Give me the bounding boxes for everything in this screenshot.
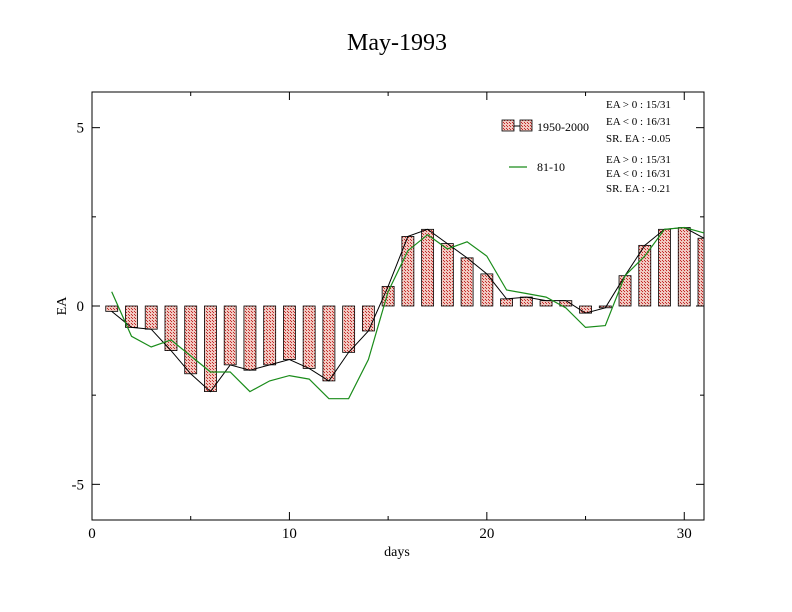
stat-81-10-sr: SR. EA : -0.21: [606, 183, 670, 195]
x-tick-label-0: 0: [88, 526, 96, 542]
bar-day-17: [421, 228, 435, 307]
legend-swatch-1950-2000-b: [519, 119, 533, 132]
x-tick-label-30: 30: [677, 526, 692, 542]
bar-day-7: [223, 305, 237, 366]
bar-day-23: [539, 300, 553, 307]
legend-swatch-1950-2000: [501, 119, 515, 132]
bar-day-11: [302, 305, 316, 369]
bar-day-14: [361, 305, 375, 332]
stat-1950-2000-positive: EA > 0 : 15/31: [606, 99, 671, 111]
bar-day-12: [322, 305, 336, 382]
stat-81-10-positive: EA > 0 : 15/31: [606, 154, 671, 166]
bar-day-21: [500, 298, 513, 307]
bar-day-30: [677, 227, 691, 307]
chart-title: May-1993: [347, 30, 447, 56]
bar-day-13: [342, 305, 356, 353]
x-tick-label-20: 20: [479, 526, 494, 542]
bar-day-3: [144, 305, 158, 330]
bar-day-1: [105, 305, 119, 312]
bar-day-10: [283, 305, 296, 360]
bar-day-8: [243, 305, 257, 371]
line-series-group: [111, 226, 705, 400]
bar-day-6: [204, 305, 217, 392]
axis-ticks: 0 10 20 30 -5 0 5: [72, 92, 704, 542]
x-tick-label-10: 10: [282, 526, 297, 542]
y-axis-label: EA: [55, 296, 70, 316]
bar-day-29: [658, 228, 671, 307]
y-tick-label-5: 5: [77, 121, 85, 137]
bar-day-5: [184, 305, 198, 375]
legend-label-1950-2000: 1950-2000: [537, 120, 589, 134]
legend-label-81-10: 81-10: [537, 160, 565, 174]
bar-day-18: [440, 243, 454, 307]
stat-1950-2000-sr: SR. EA : -0.05: [606, 133, 671, 145]
legend: 1950-2000 81-10 EA > 0 : 15/31 EA < 0 : …: [501, 99, 671, 195]
line-81-10: [111, 226, 705, 400]
stat-81-10-negative: EA < 0 : 16/31: [606, 168, 671, 180]
bar-day-9: [263, 305, 277, 366]
bar-day-31: [697, 237, 705, 307]
line-1950-2000: [111, 226, 705, 393]
y-tick-label-0: 0: [77, 299, 85, 315]
x-axis-label: days: [384, 545, 410, 560]
stat-1950-2000-negative: EA < 0 : 16/31: [606, 116, 671, 128]
bar-day-28: [638, 244, 652, 307]
y-tick-label--5: -5: [72, 477, 85, 493]
bar-day-22: [519, 296, 533, 307]
bar-day-27: [618, 275, 632, 307]
bar-series-1950-2000: [105, 227, 705, 392]
bar-day-19: [460, 257, 474, 307]
